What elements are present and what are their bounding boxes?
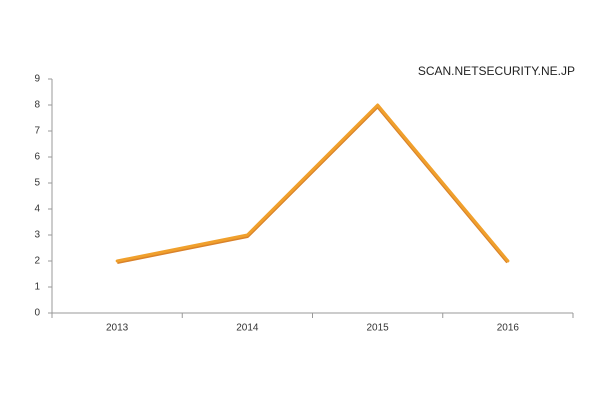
y-tick-label: 3: [34, 230, 40, 241]
y-tick-label: 2: [34, 256, 40, 267]
y-tick-label: 1: [34, 282, 40, 293]
x-tick-label: 2014: [236, 323, 259, 334]
x-tick-label: 2016: [497, 323, 520, 334]
y-tick-label: 5: [34, 178, 40, 189]
x-tick-label: 2015: [367, 323, 390, 334]
watermark: SCAN.NETSECURITY.NE.JP: [418, 64, 575, 78]
y-tick-label: 8: [34, 100, 40, 111]
y-tick-label: 6: [34, 152, 40, 163]
y-tick-label: 4: [34, 204, 40, 215]
y-tick-label: 7: [34, 126, 40, 137]
y-tick-label: 0: [34, 308, 40, 319]
x-tick-label: 2013: [106, 323, 129, 334]
y-tick-label: 9: [34, 74, 40, 85]
line-shadow: [116, 104, 510, 264]
data-line: [115, 103, 510, 263]
